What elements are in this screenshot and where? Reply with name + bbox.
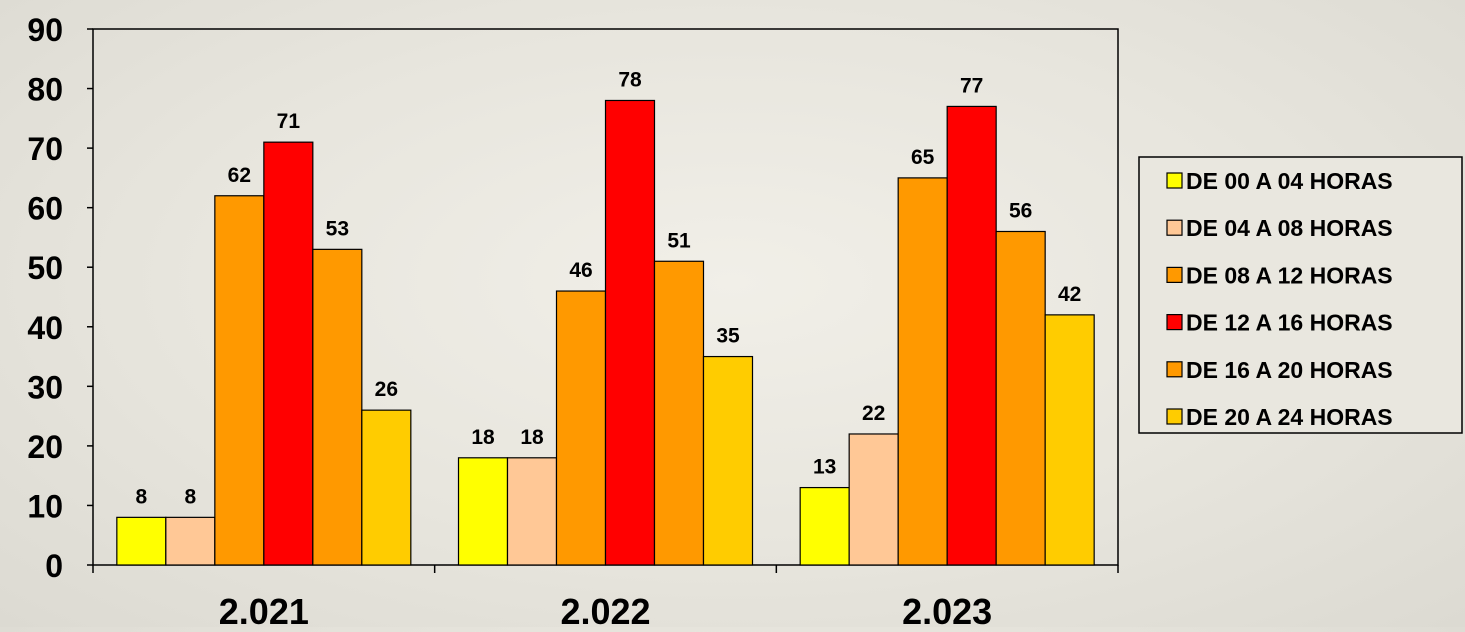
data-label: 53 [326,217,349,240]
legend-swatch [1166,172,1183,189]
y-tick-label: 70 [27,131,63,167]
data-label: 65 [911,146,935,169]
y-tick-label: 10 [27,488,63,524]
data-label: 22 [862,402,885,425]
legend-label: DE 00 A 04 HORAS [1186,168,1393,194]
data-label: 56 [1009,199,1032,222]
y-tick-label: 40 [27,310,63,346]
legend-swatch [1166,266,1183,283]
legend-label: DE 20 A 24 HORAS [1186,404,1393,430]
bar [116,516,167,566]
bar [214,195,265,566]
data-label: 51 [667,229,691,252]
legend-swatch [1166,361,1183,378]
bar [702,355,754,566]
bar [897,177,948,566]
data-label: 71 [277,110,301,133]
bar [604,99,656,566]
plot-area: 0 10 20 30 40 50 60 70 80 90 8 8 62 71 53 26 2.021 18 18 46… [27,12,1119,632]
data-label: 77 [960,74,983,97]
data-label: 35 [716,325,740,348]
bar [1044,314,1095,566]
legend-label: DE 04 A 08 HORAS [1186,215,1393,241]
y-tick-label: 20 [27,429,63,465]
y-tick-label: 50 [27,250,63,286]
bar [555,290,607,566]
y-tick-label: 0 [45,548,63,584]
x-tick-label: 2.023 [902,591,992,627]
bar [995,230,1046,566]
y-tick-label: 90 [27,12,63,48]
legend-label: DE 12 A 16 HORAS [1186,310,1393,336]
bar [361,409,412,566]
data-label: 26 [375,378,398,401]
y-tick-label: 80 [27,72,63,108]
data-label: 13 [813,456,836,479]
bar [946,105,997,566]
legend-label: DE 08 A 12 HORAS [1186,262,1393,288]
bar [457,457,509,566]
data-label: 42 [1058,283,1081,306]
legend-swatch [1166,408,1183,425]
bar [165,516,216,566]
legend-label: DE 16 A 20 HORAS [1186,357,1393,383]
data-label: 62 [228,164,251,187]
data-label: 18 [471,426,495,449]
y-tick-label: 30 [27,369,63,405]
bar [312,248,363,566]
legend: DE 00 A 04 HORAS DE 04 A 08 HORAS DE 08 A … [1138,156,1463,434]
data-label: 8 [184,485,196,508]
legend-box [1138,156,1463,434]
bar [263,141,314,566]
bar [506,457,558,566]
bar [848,433,899,566]
bar [799,486,850,566]
data-label: 18 [520,426,544,449]
legend-swatch [1166,314,1183,331]
x-tick-label: 2.021 [219,591,309,627]
data-label: 78 [618,68,642,91]
data-label: 46 [569,259,592,282]
y-tick-label: 60 [27,191,63,227]
data-label: 8 [135,485,147,508]
legend-swatch [1166,219,1183,236]
bar [653,260,705,566]
x-tick-label: 2.022 [560,591,650,627]
